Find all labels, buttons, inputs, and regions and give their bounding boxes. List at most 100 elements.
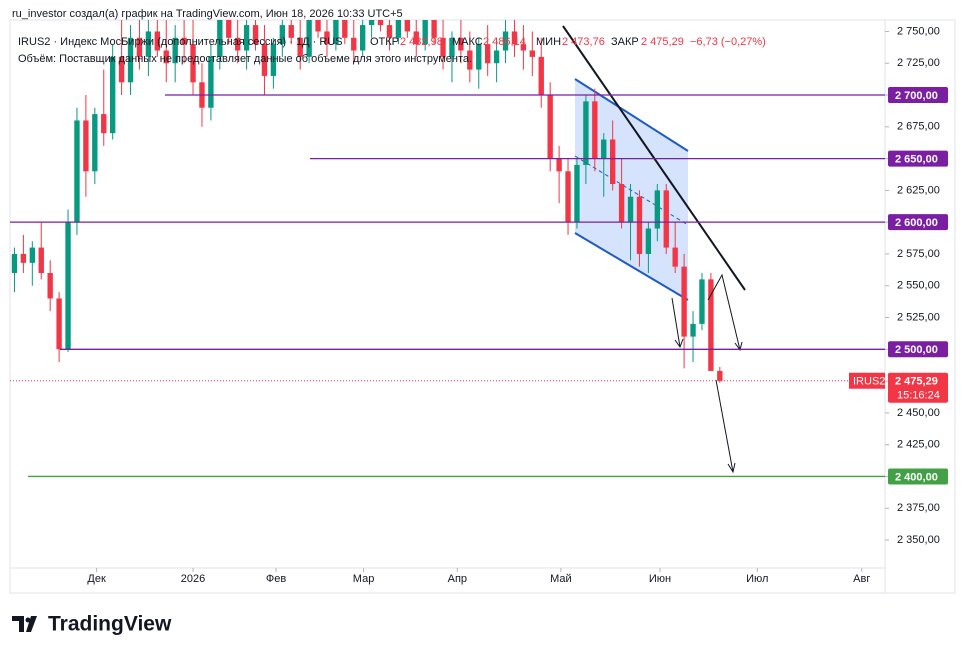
candle-body (627, 196, 634, 223)
candle-body (493, 50, 500, 64)
candle-body (583, 101, 589, 165)
low-label: МИН (536, 36, 561, 48)
candle-body (708, 279, 714, 371)
candle-body (127, 37, 134, 83)
x-tick-label: 2026 (181, 573, 205, 585)
candle-body (118, 56, 125, 83)
x-tick-label: Дек (87, 573, 106, 585)
x-tick-label: Май (550, 573, 572, 585)
arrow-head (727, 462, 736, 474)
frame (9, 19, 956, 594)
candle-body (386, 25, 393, 38)
candle-body (226, 20, 232, 38)
candle-body (145, 31, 152, 57)
candle-body (243, 25, 250, 51)
logo: TradingView (12, 613, 172, 636)
arrow (715, 379, 734, 473)
symbol-tag-bg (849, 372, 885, 389)
author-line: ru_investor создал(а) график на TradingV… (12, 8, 403, 20)
candle-body (20, 253, 27, 263)
candle-body (368, 20, 375, 26)
candle-body (56, 298, 62, 350)
y-tick-label: 2 750,00 (897, 25, 940, 37)
level-label-bg (888, 214, 948, 231)
symbol-info: IRUS2 · Индекс МосБиржи (дополнительная … (18, 36, 766, 65)
level-label: 2 600,00 (895, 217, 938, 229)
y-tick-label: 2 450,00 (897, 407, 940, 419)
candle-body (431, 20, 437, 38)
candle-body (235, 37, 241, 51)
y-tick-label: 2 625,00 (897, 184, 940, 196)
high-label: МАКС (452, 36, 483, 48)
y-tick-label: 2 575,00 (897, 248, 940, 260)
change: −6,73 (−0,27%) (690, 36, 766, 48)
candle-body (360, 25, 366, 51)
candle-body (65, 222, 71, 350)
candle-body (306, 20, 312, 57)
brand: TradingView (48, 613, 172, 636)
candle-body (110, 56, 116, 134)
candle-body (520, 44, 527, 51)
candles (11, 20, 723, 383)
x-tick-label: Июн (649, 573, 671, 585)
channel-mid (574, 155, 689, 226)
candle-body (395, 20, 402, 38)
candle-body (101, 114, 107, 134)
candle-body (217, 20, 223, 57)
level-label-bg (888, 87, 948, 104)
candle-body (342, 20, 348, 38)
candle-body (565, 171, 571, 223)
candle-body (38, 247, 44, 274)
y-tick-label: 2 525,00 (897, 311, 940, 323)
candle-body (252, 25, 259, 45)
candle-body (83, 120, 89, 172)
candle-body (333, 20, 339, 45)
candle-body (351, 37, 357, 51)
candle-body (485, 44, 491, 64)
countdown: 15:16:24 (897, 390, 940, 402)
candle-body (154, 31, 160, 51)
candle-body (610, 139, 616, 185)
candle-body (297, 37, 303, 57)
volume-line: Объём: Поставщик данных не предоставляет… (18, 53, 472, 65)
arrow (707, 273, 741, 351)
candle-body (529, 50, 535, 57)
candle-body (592, 101, 598, 159)
logo-dot (25, 617, 31, 623)
candle-body (11, 253, 18, 274)
candle-body (315, 20, 321, 32)
candle-body (172, 37, 178, 64)
open-label: ОТКР (370, 36, 399, 48)
open-value: 2 482,98 (400, 36, 443, 48)
candle-body (467, 50, 473, 70)
candle-body (681, 266, 687, 337)
candle-body (288, 25, 294, 38)
x-tick-label: Фев (266, 573, 286, 585)
candle-body (422, 20, 428, 45)
candle-body (413, 31, 419, 45)
candle-body (476, 44, 482, 70)
candle-body (47, 273, 53, 299)
level-label: 2 700,00 (895, 90, 938, 102)
candle-body (190, 44, 196, 83)
candle-body (601, 139, 607, 159)
plot (574, 78, 689, 301)
candle-body (279, 25, 285, 45)
level-label: 2 650,00 (895, 153, 938, 165)
candle-body (618, 184, 625, 223)
y-tick-label: 2 375,00 (897, 502, 940, 514)
price-tag-bg (888, 372, 948, 403)
candle-body (690, 323, 696, 337)
candle-body (636, 196, 643, 254)
candle-body (29, 247, 35, 263)
candle-body (458, 37, 464, 51)
candle-body (270, 44, 277, 76)
candle-body (645, 228, 652, 254)
level-label-bg (888, 468, 948, 485)
arrow (671, 297, 681, 348)
x-tick-label: Мар (353, 573, 375, 585)
candle-body (502, 31, 509, 51)
level-label-bg (888, 341, 948, 358)
high-value: 2 486,14 (483, 36, 526, 48)
